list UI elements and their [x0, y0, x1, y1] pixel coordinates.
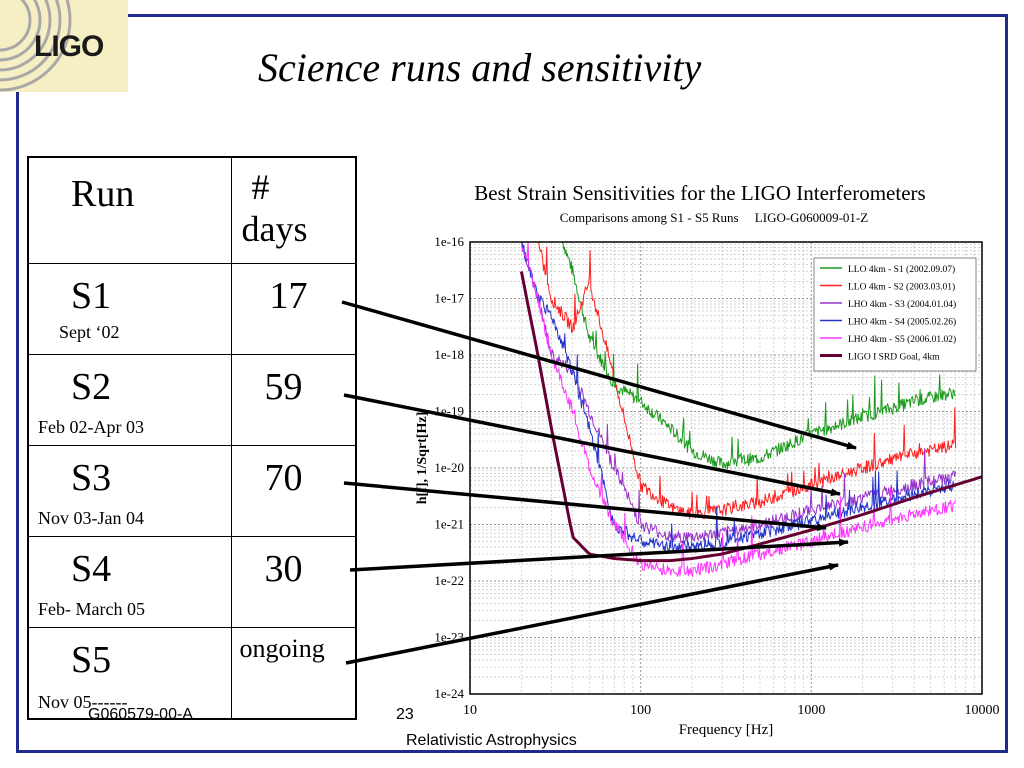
slide-frame-top — [128, 14, 1008, 17]
footer-document-id: G060579-00-A — [88, 706, 193, 723]
run-cell: S5 Nov 05------ — [27, 627, 232, 720]
header-days-hash: # — [251, 167, 270, 207]
y-tick-label: 1e-17 — [434, 291, 464, 306]
chart-legend: LLO 4km - S1 (2002.09.07) LLO 4km - S2 (2… — [813, 257, 977, 372]
legend-entry: LLO 4km - S2 (2003.03.01) — [848, 282, 955, 293]
days-cell: 59 — [230, 353, 357, 447]
x-tick-label: 100 — [630, 703, 651, 718]
run-days: 30 — [264, 548, 303, 591]
run-days: 17 — [269, 274, 308, 317]
days-cell: 17 — [230, 262, 357, 355]
legend-entry: LLO 4km - S1 (2002.09.07) — [848, 264, 955, 275]
y-axis-label: h[f], 1/Sqrt[Hz] — [415, 412, 430, 505]
run-cell: S2 Feb 02-Apr 03 — [27, 353, 232, 447]
header-run: Run — [71, 173, 135, 215]
ligo-logo: LIGO — [0, 0, 128, 92]
run-name: S1 — [71, 274, 112, 317]
slide-frame-right — [1005, 14, 1008, 752]
header-days: # days — [242, 166, 308, 250]
run-dates: Sept ‘02 — [59, 321, 120, 342]
run-cell: S4 Feb- March 05 — [27, 536, 232, 629]
legend-entry: LIGO I SRD Goal, 4km — [848, 353, 940, 363]
footer-event-name: Relativistic Astrophysics — [406, 732, 577, 749]
strain-sensitivity-chart: Best Strain Sensitivities for the LIGO I… — [415, 181, 1000, 738]
legend-entry: LHO 4km - S5 (2006.01.02) — [848, 334, 956, 345]
slide-frame-bottom — [16, 750, 1008, 753]
legend-entry: LHO 4km - S4 (2005.02.26) — [848, 317, 956, 328]
table-row: S1 Sept ‘02 17 — [27, 262, 357, 355]
y-tick-label: 1e-22 — [434, 573, 464, 588]
days-cell: 70 — [230, 444, 357, 538]
chart-subtitle: Comparisons among S1 - S5 Runs LIGO-G060… — [560, 210, 868, 225]
x-axis-label: Frequency [Hz] — [679, 722, 774, 738]
legend-entry: LHO 4km - S3 (2004.01.04) — [848, 299, 956, 310]
table-header-row: Run # days — [27, 156, 357, 264]
y-tick-label: 1e-19 — [434, 404, 464, 419]
header-run-cell: Run — [27, 156, 232, 264]
logo-text: LIGO — [34, 30, 104, 63]
days-cell: 30 — [230, 536, 357, 629]
y-tick-label: 1e-24 — [434, 686, 464, 701]
run-days: 59 — [264, 365, 303, 408]
table-row: S2 Feb 02-Apr 03 59 — [27, 353, 357, 447]
y-tick-label: 1e-21 — [434, 517, 464, 532]
run-cell: S1 Sept ‘02 — [27, 262, 232, 355]
chart-title: Best Strain Sensitivities for the LIGO I… — [474, 181, 925, 205]
run-name: S5 — [71, 639, 112, 682]
y-tick-label: 1e-20 — [434, 460, 464, 475]
run-dates: Feb- March 05 — [38, 599, 145, 620]
run-days: ongoing — [239, 634, 325, 664]
logo-rings-icon — [0, 0, 72, 92]
run-name: S3 — [71, 457, 112, 499]
run-dates: Nov 03-Jan 04 — [38, 508, 144, 528]
table-row: S3 Nov 03-Jan 04 70 — [27, 444, 357, 538]
x-tick-label: 10000 — [965, 703, 1000, 718]
slide-title: Science runs and sensitivity — [258, 45, 702, 90]
slide-frame-left — [16, 92, 19, 752]
x-tick-label: 10 — [463, 703, 477, 718]
x-tick-label: 1000 — [797, 703, 825, 718]
run-name: S4 — [71, 548, 112, 591]
y-tick-label: 1e-23 — [434, 630, 464, 645]
run-dates: Nov 05------ — [38, 692, 128, 713]
run-dates: Feb 02-Apr 03 — [38, 416, 144, 437]
y-tick-label: 1e-16 — [434, 234, 464, 249]
days-cell: ongoing — [230, 627, 357, 720]
table-row: S4 Feb- March 05 30 — [27, 536, 357, 629]
runs-table: Run # days S1 Sept ‘02 17 S2 Feb 02-Apr … — [27, 156, 357, 720]
footer-page-number: 23 — [396, 706, 414, 723]
run-days: 70 — [264, 457, 303, 499]
header-days-word: days — [241, 209, 308, 249]
y-tick-label: 1e-18 — [434, 347, 464, 362]
header-days-cell: # days — [230, 156, 357, 264]
run-cell: S3 Nov 03-Jan 04 — [27, 444, 232, 538]
table-row: S5 Nov 05------ ongoing — [27, 627, 357, 720]
run-name: S2 — [71, 365, 112, 408]
